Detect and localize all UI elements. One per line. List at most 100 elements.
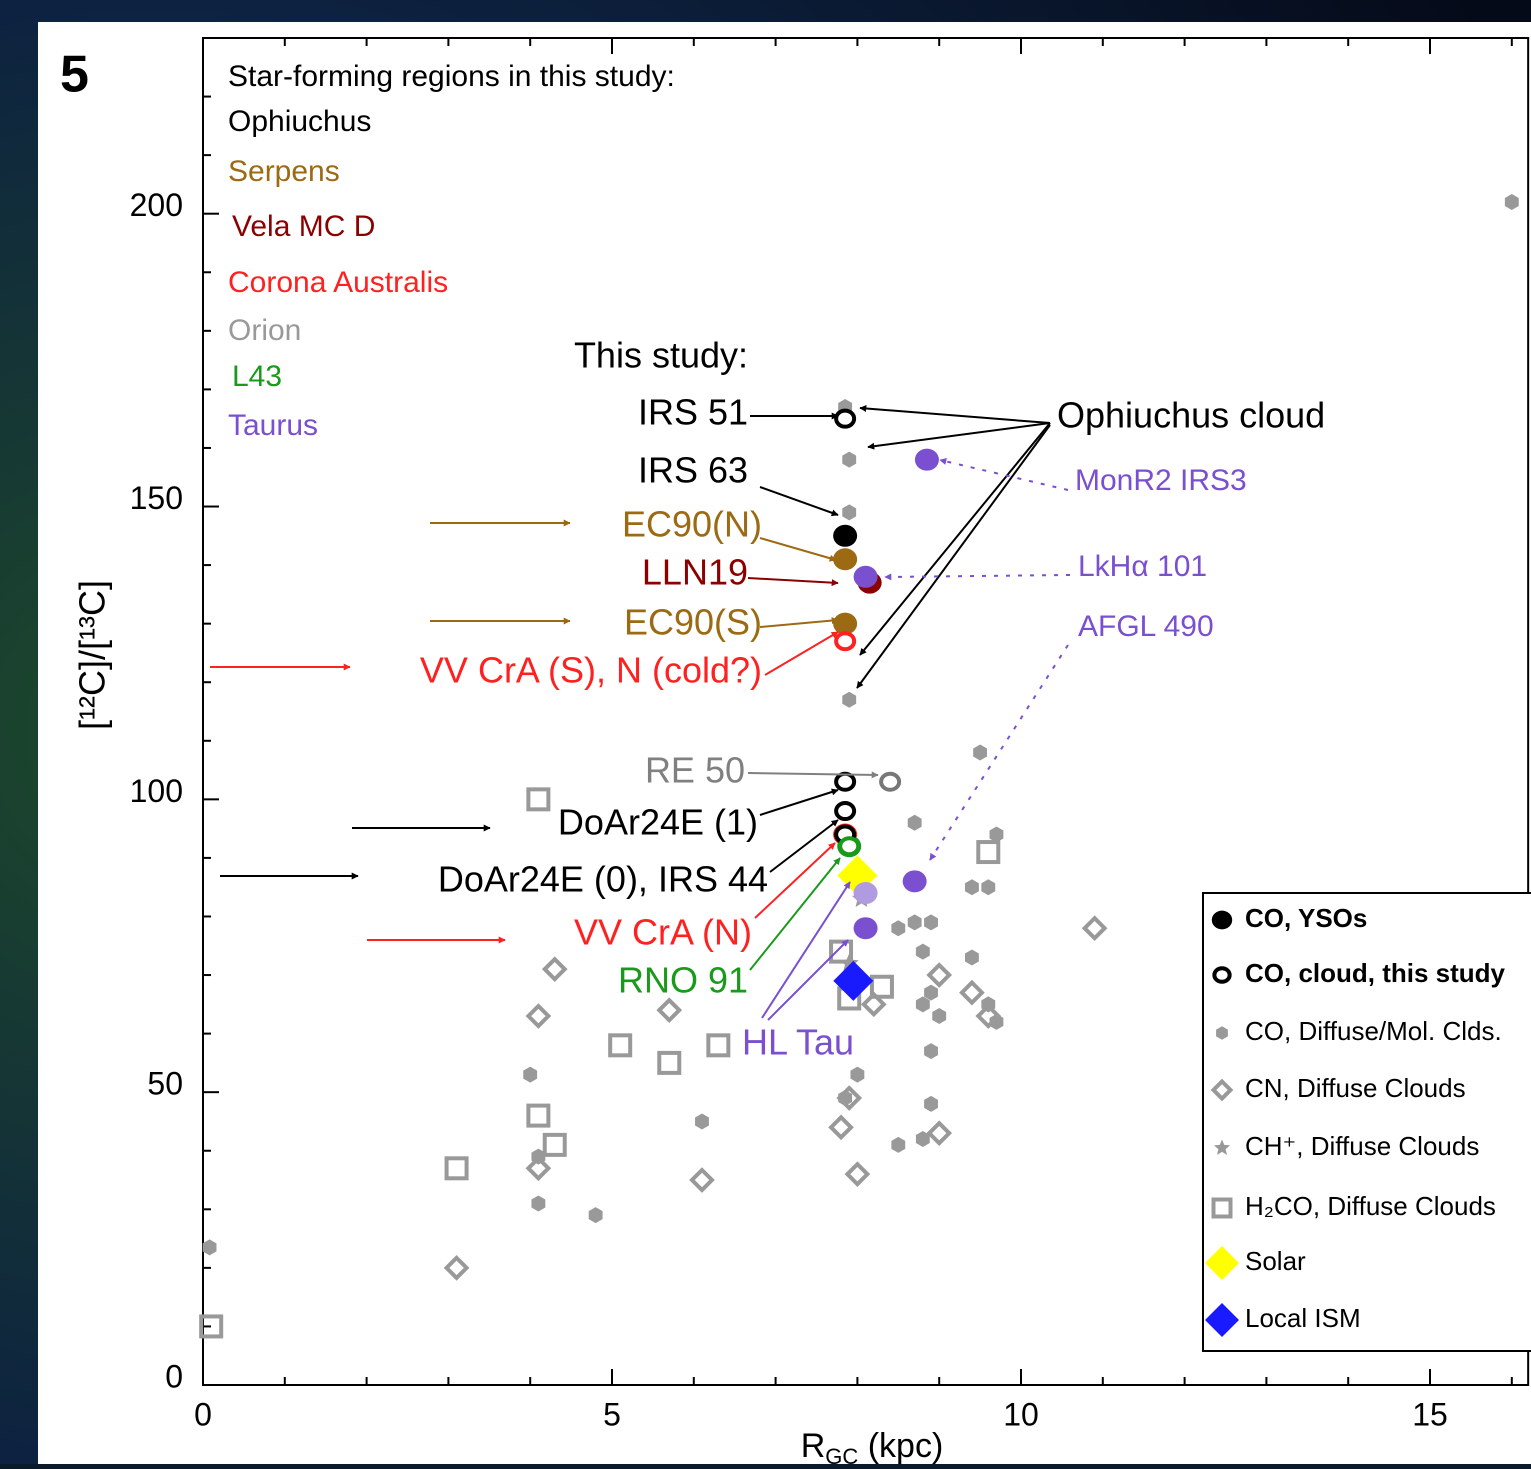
annotation: EC90(S) — [624, 602, 762, 643]
yso-point — [833, 612, 858, 635]
annotation: MonR2 IRS3 — [1075, 464, 1247, 497]
arrow — [769, 819, 839, 873]
annotation: IRS 51 — [638, 392, 748, 433]
cloud-point — [834, 631, 857, 652]
legend-label: CO, YSOs — [1245, 903, 1367, 933]
legend-marker — [1212, 966, 1232, 984]
h2co-point — [706, 1033, 731, 1058]
x-tick-label: 15 — [1412, 1396, 1448, 1432]
panel-label: 5 — [60, 46, 89, 104]
y-tick-label: 50 — [147, 1066, 183, 1102]
plot-frame — [202, 37, 1530, 1386]
legend-marker — [1210, 1078, 1234, 1102]
h2co-point — [542, 1132, 567, 1157]
arrow — [856, 424, 1051, 689]
co-diffuse-point — [964, 949, 979, 966]
cloud-point — [838, 836, 861, 857]
cn-point — [975, 1003, 1002, 1029]
yso-point — [833, 548, 858, 571]
y-tick-label: 100 — [130, 773, 183, 809]
co-diffuse-point — [907, 814, 922, 831]
cn-point — [689, 1167, 715, 1193]
co-diffuse-point — [973, 744, 988, 761]
h2co-point — [976, 840, 1001, 865]
legend-marker — [1205, 1246, 1239, 1280]
arrow — [749, 857, 841, 971]
co-diffuse-point — [924, 1095, 938, 1112]
h2co-point — [869, 974, 894, 999]
legend-label: Local ISM — [1245, 1303, 1361, 1333]
annotation: RE 50 — [645, 750, 745, 791]
series — [834, 408, 902, 857]
co-diffuse-point — [907, 914, 922, 931]
co-diffuse-point — [932, 1008, 947, 1025]
legend-marker — [1205, 1303, 1239, 1337]
region-name: Orion — [228, 314, 301, 347]
yso-point — [853, 882, 878, 905]
annotation: VV CrA (S), N (cold?) — [420, 650, 762, 691]
annotation: DoAr24E (1) — [558, 802, 758, 843]
co-diffuse-point — [842, 691, 857, 708]
co-diffuse-point — [695, 1113, 709, 1130]
y-tick-label: 0 — [165, 1358, 183, 1394]
series — [202, 193, 1519, 1256]
arrow — [764, 631, 839, 676]
co-diffuse-point — [891, 920, 906, 937]
region-name: L43 — [232, 360, 282, 393]
arrow — [754, 842, 836, 919]
cn-point — [443, 1255, 470, 1281]
co-diffuse-point — [924, 914, 938, 931]
legend-label: CO, cloud, this study — [1245, 958, 1506, 988]
arrow — [939, 458, 1069, 491]
region-name: Corona Australis — [228, 266, 448, 299]
y-tick-label: 200 — [130, 187, 183, 223]
annotation: IRS 63 — [638, 450, 748, 491]
x-axis-label: RGC (kpc) — [801, 1427, 944, 1464]
arrow — [761, 881, 851, 1019]
arrow — [759, 486, 839, 517]
arrow — [759, 788, 839, 816]
x-tick-label: 10 — [1003, 1396, 1039, 1432]
co-diffuse-point — [981, 879, 996, 896]
annotation: RNO 91 — [618, 960, 748, 1001]
series — [443, 915, 1108, 1281]
h2co-point — [444, 1156, 469, 1181]
arrow — [867, 422, 1051, 450]
regions-title: Star-forming regions in this study: — [228, 60, 675, 93]
yso-point — [853, 917, 878, 940]
cloud-point — [834, 408, 857, 429]
yso-point — [902, 870, 927, 893]
h2co-point — [829, 939, 854, 964]
co-diffuse-point — [842, 451, 857, 468]
cn-point — [525, 1003, 552, 1029]
legend-marker — [1211, 910, 1233, 930]
cn-point — [926, 1120, 953, 1146]
series — [833, 960, 874, 1001]
cn-point — [836, 1085, 863, 1111]
annotation: LkHα 101 — [1078, 550, 1207, 583]
cn-point — [844, 1161, 871, 1187]
x-axis-label-part: (kpc) — [858, 1427, 943, 1464]
annotation: Ophiuchus cloud — [1057, 395, 1325, 436]
h2co-point — [199, 1314, 224, 1339]
co-diffuse-point — [523, 1066, 538, 1083]
annotation: VV CrA (N) — [574, 912, 752, 953]
arrow — [859, 422, 1051, 656]
cn-point — [1081, 915, 1108, 942]
legend-label: CN, Diffuse Clouds — [1245, 1073, 1466, 1103]
legend-marker — [1211, 1197, 1233, 1219]
co-diffuse-point — [531, 1195, 546, 1212]
legend-marker — [1216, 1026, 1228, 1040]
cn-point — [926, 962, 953, 988]
h2co-point — [657, 1050, 682, 1075]
h2co-point — [608, 1033, 633, 1058]
x-tick-label: 0 — [194, 1396, 212, 1432]
diamond-point — [833, 960, 874, 1001]
legend-label: CO, Diffuse/Mol. Clds. — [1245, 1016, 1502, 1046]
region-name: Vela MC D — [232, 210, 375, 243]
arrow — [759, 537, 837, 562]
arrow — [759, 617, 839, 628]
cloud-point — [834, 801, 857, 822]
cn-point — [525, 1155, 552, 1182]
